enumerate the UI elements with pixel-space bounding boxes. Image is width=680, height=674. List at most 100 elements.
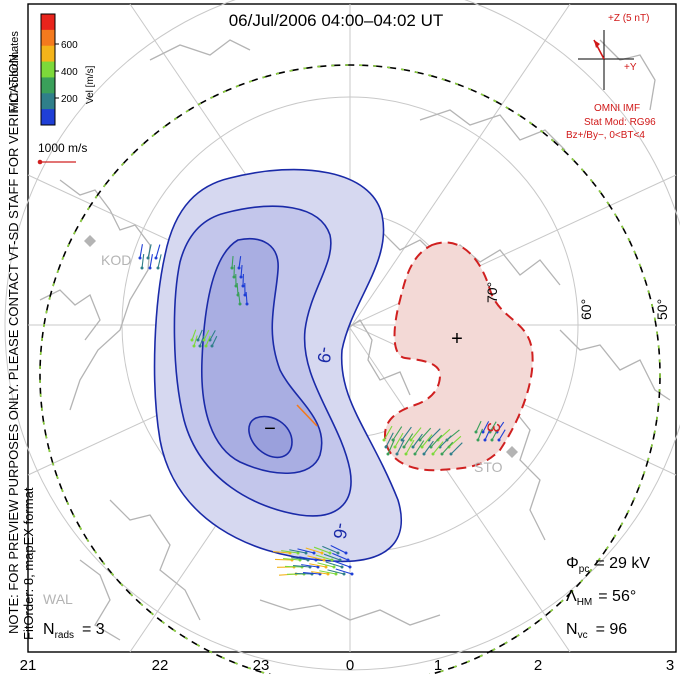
contour-label-positive: 3 — [483, 422, 504, 434]
velocity-vector — [489, 421, 497, 433]
reference-vector: 1000 m/s — [37, 141, 87, 165]
vector-count: Nvc = 96 — [566, 621, 627, 641]
potential-maximum-symbol: + — [451, 328, 463, 350]
cross-polar-potential: Φpc = 29 kV — [566, 555, 650, 575]
velocity-vector — [284, 565, 303, 568]
velocity-vector — [383, 425, 393, 441]
colorbar-cell — [41, 93, 55, 110]
velocity-vector — [448, 435, 462, 448]
velocity-vector — [209, 330, 216, 341]
velocity-vector — [325, 561, 343, 568]
potential-minimum-symbol: − — [264, 418, 276, 440]
contour-label-lower: -6 — [329, 521, 351, 540]
velocity-vector-origin — [342, 572, 346, 576]
velocity-vector — [394, 432, 404, 448]
negative-potential-cell — [153, 168, 403, 563]
velocity-vector-origin — [237, 266, 241, 270]
velocity-vector-origin — [330, 558, 334, 562]
velocity-vector — [296, 404, 318, 427]
velocity-vector — [421, 434, 433, 448]
velocity-vector-origin — [238, 302, 242, 306]
velocity-vector — [283, 557, 301, 561]
velocity-vector-origin — [404, 452, 408, 456]
velocity-vector-origin — [243, 293, 247, 297]
velocity-vector — [231, 255, 234, 269]
velocity-vector-origin — [400, 438, 404, 442]
velocity-vector — [313, 546, 331, 554]
velocity-vector — [322, 545, 339, 554]
velocity-vector — [193, 335, 198, 347]
velocity-vector — [236, 282, 239, 296]
velocity-vector-origin — [340, 565, 344, 569]
velocity-vector — [139, 244, 143, 259]
station-sto: STO — [474, 446, 518, 475]
velocity-vector-origin — [241, 284, 245, 288]
velocity-vector-origin — [196, 338, 200, 342]
velocity-vector — [482, 421, 490, 433]
velocity-vector-origin — [230, 266, 234, 270]
velocity-vector — [237, 292, 241, 305]
velocity-vector-origin — [148, 266, 152, 270]
velocity-vector — [441, 441, 454, 455]
velocity-vector-origin — [422, 452, 426, 456]
velocity-vector — [291, 557, 309, 561]
velocity-vector — [475, 420, 482, 433]
velocity-vector — [199, 335, 205, 347]
velocity-vector — [203, 329, 210, 341]
velocity-vector-origin — [386, 452, 390, 456]
velocity-vector — [412, 433, 423, 448]
colorbar-tick-600: 600 — [61, 40, 78, 51]
contour-label-outer: -9 — [313, 345, 335, 364]
velocity-vector — [297, 548, 315, 554]
imf-source: OMNI IMF — [594, 103, 640, 114]
hm-boundary-latitude: ΛHM = 56° — [566, 588, 636, 608]
velocity-vector-origin — [322, 558, 326, 562]
velocity-vector — [155, 244, 161, 259]
velocity-vector-origin — [245, 302, 249, 306]
velocity-vector-origin — [431, 452, 435, 456]
radar-count: Nrads = 3 — [43, 621, 105, 641]
imf-z-label: +Z (5 nT) — [608, 13, 649, 24]
velocity-vector — [496, 421, 505, 433]
lat-label-60: 60° — [578, 299, 594, 320]
velocity-vector — [157, 254, 162, 269]
velocity-vector-origin — [190, 338, 194, 342]
velocity-colorbar: 600 400 200 Vel [m/s] — [40, 13, 96, 126]
velocity-vector — [281, 550, 299, 554]
velocity-vector — [385, 432, 394, 448]
velocity-vector-origin — [239, 275, 243, 279]
velocity-vector — [191, 329, 197, 341]
velocity-vectors — [138, 244, 506, 576]
velocity-vector-origin — [234, 284, 238, 288]
velocity-vector — [387, 439, 396, 455]
imf-dial: +Z (5 nT) +Y OMNI IMF Stat Mod: RG96 Bz+… — [566, 13, 656, 141]
velocity-vector-origin — [326, 572, 330, 576]
velocity-vector-origin — [449, 452, 453, 456]
mlt-axis: 21 22 23 0 1 2 3 — [20, 657, 675, 674]
velocity-vector — [414, 440, 425, 455]
velocity-vector-origin — [497, 438, 501, 442]
velocity-vector-origin — [409, 438, 413, 442]
velocity-vector-origin — [154, 256, 158, 260]
velocity-vector-origin — [483, 438, 487, 442]
mlt-tick-2: 2 — [534, 657, 542, 674]
velocity-vector — [307, 555, 325, 561]
velocity-vector — [299, 556, 317, 561]
velocity-vector — [240, 264, 243, 278]
velocity-vector — [333, 560, 351, 568]
velocity-vector — [205, 335, 211, 347]
velocity-vector-origin — [296, 551, 300, 555]
velocity-vector — [293, 564, 311, 568]
reference-vector-label: 1000 m/s — [38, 141, 87, 155]
velocity-vector — [238, 256, 242, 269]
velocity-vector-origin — [395, 452, 399, 456]
velocity-vector — [477, 428, 484, 441]
velocity-vector-origin — [382, 438, 386, 442]
velocity-vector-origin — [320, 551, 324, 555]
velocity-vector — [274, 558, 293, 561]
colorbar-tick-200: 200 — [61, 94, 78, 105]
lat-label-70: 70° — [484, 282, 500, 303]
velocity-vector — [491, 429, 499, 441]
hm-boundary-ticks — [39, 64, 661, 674]
